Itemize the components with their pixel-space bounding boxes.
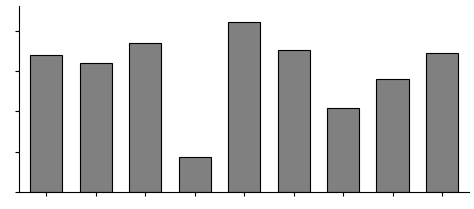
Bar	[376, 79, 409, 192]
Bar	[80, 63, 112, 192]
Bar	[327, 108, 359, 192]
Bar	[129, 43, 161, 192]
Bar	[277, 50, 310, 192]
Bar	[30, 55, 62, 192]
Bar	[426, 53, 458, 192]
Bar	[228, 22, 260, 192]
Bar	[179, 157, 211, 192]
